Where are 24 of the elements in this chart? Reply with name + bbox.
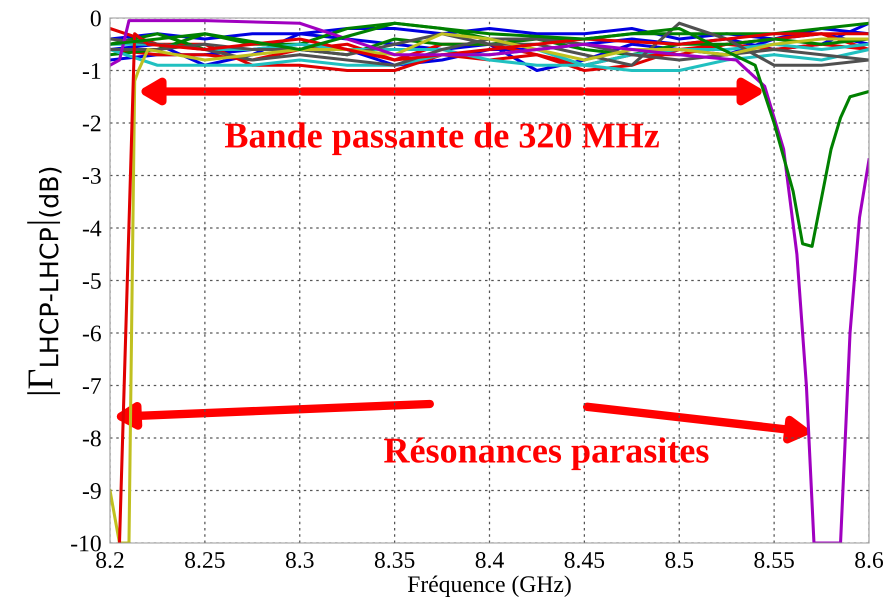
x-tick-label: 8.6 [855,552,884,568]
y-tick-label: -4 [82,220,102,236]
y-tick-label: -6 [82,326,101,342]
x-tick-label: 8.2 [96,552,124,568]
y-axis-title: |Γ$_{LHCP-LHCP}$|$_{(dB)}$ [27,168,62,394]
annotation: Résonances parasites [384,437,709,470]
x-tick-label: 8.5 [665,552,694,568]
x-tick-label: 8.4 [476,552,504,568]
x-tick-label: 8.35 [374,552,414,568]
y-tick-label: -7 [82,378,101,394]
x-axis-title: Fréquence (GHz) [408,576,571,597]
y-tick-label: -10 [71,535,101,552]
y-tick-label: -8 [82,430,101,446]
y-tick-label: -2 [82,116,100,132]
x-tick-label: 8.55 [754,552,794,568]
x-tick-label: 8.45 [564,552,604,568]
annotation: Bande passante de 320 MHz [224,122,659,156]
x-tick-label: 8.3 [286,552,314,568]
y-tick-label: -3 [82,168,101,184]
x-tick-label: 8.25 [185,552,225,568]
y-tick-label: -1 [82,63,100,79]
y-tick-label: -9 [82,483,101,499]
y-tick-label: 0 [90,10,101,26]
y-tick-label: -5 [82,273,101,289]
